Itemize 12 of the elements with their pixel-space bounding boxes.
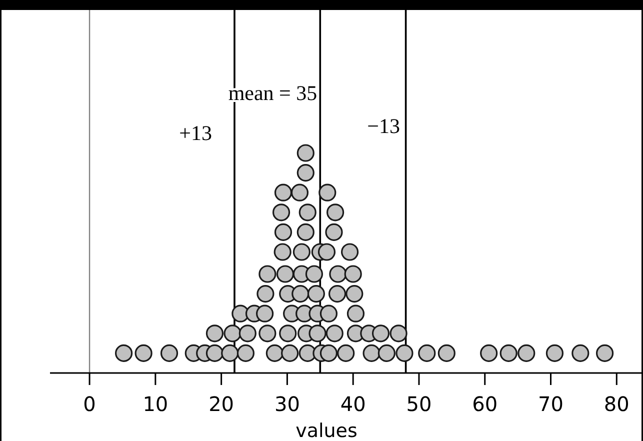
x-tick-label: 60 [472,392,498,416]
x-axis-title: values [296,420,358,441]
x-tick-label: 50 [406,392,432,416]
x-tick-label: 30 [274,392,300,416]
x-tick-label: 40 [340,392,366,416]
text: −13 [367,114,400,138]
x-tick-label: 20 [208,392,234,416]
x-tick-label: 10 [142,392,168,416]
x-tick-label: 0 [83,392,96,416]
x-tick-label: 70 [538,392,564,416]
text: +13 [179,121,212,145]
x-tick-label: 80 [604,392,630,416]
